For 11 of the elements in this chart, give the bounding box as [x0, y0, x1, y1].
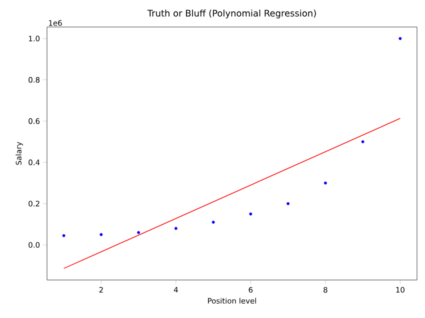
point: [398, 37, 402, 40]
point: [100, 233, 103, 236]
chart-title: Truth or Bluff (Polynomial Regression): [147, 10, 316, 18]
point: [62, 234, 66, 238]
point: [361, 140, 364, 144]
point: [324, 182, 327, 185]
point: [249, 212, 252, 216]
point: [212, 220, 215, 224]
point: [137, 231, 140, 234]
point: [286, 202, 290, 206]
point: [174, 226, 178, 230]
